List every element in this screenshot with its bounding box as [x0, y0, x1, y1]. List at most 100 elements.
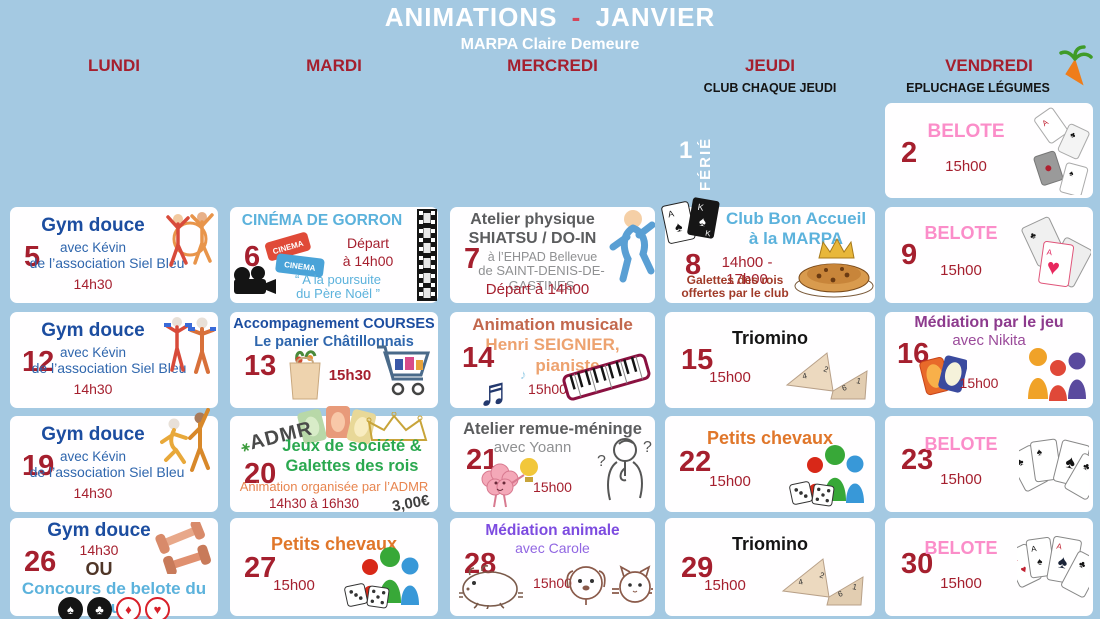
gym-people-icon [164, 209, 216, 280]
activity-time: 15h00 [533, 479, 572, 495]
activity-sub2: de l’association Siel Bleu [29, 464, 185, 480]
activity-title2: à la MARPA [748, 229, 844, 248]
cinema-tickets-icon: CINEMA CINEMA [262, 231, 330, 284]
day-number: 22 [679, 446, 712, 478]
card-jan29: Triomino 29 15h00 4 2 6 1 [665, 518, 875, 616]
svg-text:♣: ♣ [1081, 461, 1089, 474]
card-jan14: Animation musicale Henri SEIGNIER, piani… [450, 312, 655, 412]
svg-text:A: A [1046, 248, 1053, 258]
spade-badge-icon: ♠ [58, 597, 83, 619]
day-number: 13 [244, 350, 277, 382]
title-right: JANVIER [595, 2, 716, 32]
svg-text:6: 6 [837, 589, 845, 599]
svg-text:?: ? [643, 439, 652, 456]
day-number: 5 [24, 241, 41, 273]
activity-time: 14h30 [79, 542, 119, 558]
activity-title: Gym douce [41, 320, 145, 341]
activity-title1: Accompagnement COURSES [233, 316, 435, 332]
activity-time: 15h00 [533, 575, 572, 591]
activity-title2: SHIATSU / DO-IN [468, 230, 597, 247]
activity-title: Petits chevaux [706, 428, 834, 448]
card-jan2: 2 BELOTE 15h00 A ♣ ♠ [885, 103, 1093, 198]
svg-text:♥: ♥ [1045, 254, 1061, 281]
activity-title: Gym douce [41, 215, 145, 236]
card-jan26: Gym douce 14h30 OU Concours de belote du… [10, 518, 218, 619]
activity-title: Triomino [732, 328, 808, 348]
day-number: 26 [24, 546, 57, 578]
dumbbells-icon [154, 519, 214, 579]
day-header-vendredi: VENDREDI [945, 56, 1033, 75]
card-jan28: Médiation animale avec Carole 28 15h00 [450, 518, 655, 616]
day-number: 19 [22, 450, 55, 482]
svg-text:K: K [697, 202, 705, 213]
thinking-man-icon: ? ? [595, 434, 653, 515]
day-number: 6 [244, 241, 261, 273]
title-dash: - [571, 2, 582, 32]
svg-text:♣: ♣ [1069, 130, 1078, 141]
svg-text:6: 6 [841, 383, 849, 393]
activity-title: Médiation animale [485, 522, 620, 539]
svg-text:2: 2 [818, 570, 826, 580]
svg-text:♠: ♠ [1036, 556, 1043, 568]
piano-keys-icon [561, 349, 653, 406]
activity-title: Triomino [732, 534, 808, 554]
card-jan8: A ♠ K ♠ K Club Bon Accueil à la MARPA 8 14h… [661, 197, 875, 303]
svg-text:♣: ♣ [1077, 559, 1088, 572]
activity-time: 15h00 [528, 381, 567, 397]
svg-text:♠: ♠ [1036, 447, 1043, 459]
activity-sub2: de l’association Siel Bleu [31, 360, 187, 376]
dog-cat-icon [561, 555, 653, 614]
svg-text:CINEMA: CINEMA [284, 260, 317, 273]
suit-badges: ♠ ♣ ♦ ♥ [10, 597, 218, 619]
activity-title: CINÉMA DE GORRON [241, 212, 403, 229]
svg-text:♥: ♥ [1019, 564, 1029, 577]
activity-sub1: Henri SEIGNIER, [485, 335, 620, 354]
svg-text:♠: ♠ [673, 218, 684, 235]
activity-time: 15h00 [945, 158, 987, 175]
movie-quote-line2: du Père Noël ” [296, 286, 380, 301]
activity-note2: offertes par le club [681, 286, 789, 300]
activity-time: 15h00 [959, 375, 999, 391]
day-header-lundi: LUNDI [88, 56, 140, 75]
crown-outline-icon [364, 411, 434, 451]
card-jan19: 19 Gym douce avec Kévin de l’association… [10, 408, 218, 512]
activity-title1: Club Bon Accueil [725, 209, 867, 228]
activity-time: 15h00 [940, 471, 982, 488]
stretching-person-icon [607, 207, 656, 288]
activity-time: Départ à 14h00 [485, 281, 590, 298]
activity-title: BELOTE [924, 223, 998, 243]
day-number: 30 [901, 548, 934, 580]
carrot-icon [1058, 44, 1094, 95]
activity-ou: OU [85, 559, 113, 579]
activity-sub: avec Carole [515, 540, 590, 556]
card-jan27: Petits chevaux 27 15h00 [230, 518, 438, 616]
svg-text:1: 1 [852, 582, 859, 592]
card-jan22: Petits chevaux 22 15h00 [665, 416, 875, 512]
movie-quote-line1: “ A la poursuite [295, 272, 381, 287]
day-number: 15 [681, 344, 714, 376]
svg-text:♠: ♠ [1056, 551, 1069, 572]
activity-time: 15h00 [704, 577, 746, 594]
activity-time: 14h30 [73, 485, 113, 501]
activity-title: BELOTE [927, 121, 1005, 142]
card-jan16: Médiation par le jeu avec Nikita 16 15h0… [885, 312, 1093, 408]
svg-text:2: 2 [822, 364, 830, 374]
svg-text:♠: ♠ [698, 213, 707, 229]
svg-text:A: A [1031, 544, 1038, 554]
holiday-number: 1 [679, 137, 693, 164]
activity-title: Animation musicale [472, 315, 633, 334]
activity-time: 14h00 - 17h00 [721, 254, 773, 288]
depart-line2: à 14h00 [342, 253, 394, 269]
galette-crown-icon [793, 234, 875, 303]
music-clef-icon: ♬ [478, 370, 518, 414]
activity-title: Petits chevaux [270, 534, 398, 554]
card-jan9: 9 BELOTE 15h00 ♣ ♣ A♥ [885, 207, 1093, 303]
day-number: 29 [681, 552, 714, 584]
activity-title2: Galettes des rois [285, 457, 419, 475]
activity-sub: Animation organisée par l’ADMR [239, 479, 429, 494]
svg-text:K: K [705, 229, 712, 239]
heart-badge-icon: ♥ [145, 597, 170, 619]
film-strip-icon [417, 209, 437, 306]
activity-sub1: avec Kévin [59, 240, 127, 255]
